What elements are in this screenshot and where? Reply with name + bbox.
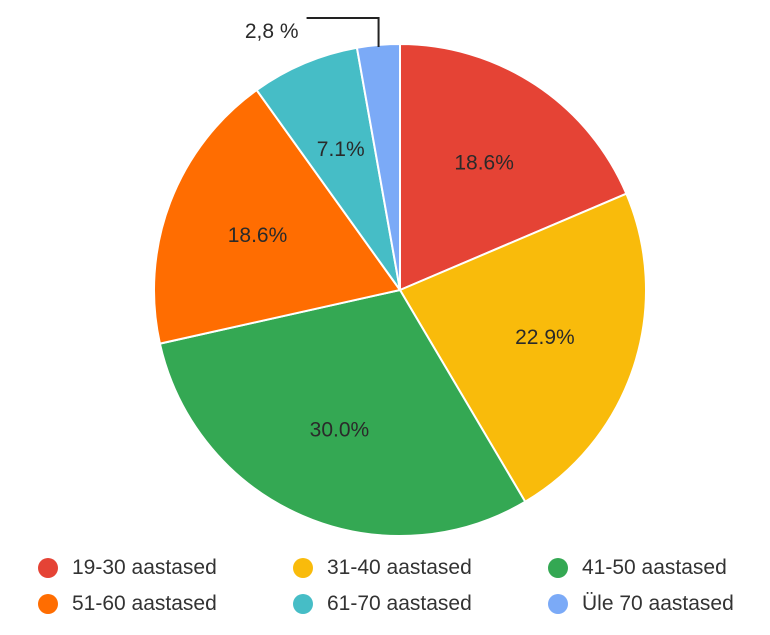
- slice-label-2: 22.9%: [515, 326, 575, 349]
- legend-item-4[interactable]: 51-60 aastased: [38, 589, 217, 619]
- legend-item-3[interactable]: 41-50 aastased: [548, 553, 727, 583]
- pie-slice-2[interactable]: [398, 192, 647, 504]
- pie-labels: 18.6% 22.9% 30.0% 18.6% 7.1% 2,8 %: [228, 17, 575, 441]
- pie-slices: [153, 42, 647, 537]
- callout-leader-line: [306, 17, 380, 47]
- pie-chart: 18.6% 22.9% 30.0% 18.6% 7.1% 2,8 %: [153, 17, 647, 537]
- legend-label: Üle 70 aastased: [582, 592, 734, 615]
- pie-slice-3[interactable]: [158, 288, 527, 537]
- legend-item-1[interactable]: 19-30 aastased: [38, 553, 217, 583]
- pie-slice-1[interactable]: [399, 42, 628, 292]
- legend-swatch-icon: [293, 558, 313, 578]
- legend-item-6[interactable]: Üle 70 aastased: [548, 589, 734, 619]
- pie-slice-4[interactable]: [153, 88, 402, 345]
- slice-label-3: 30.0%: [310, 418, 370, 441]
- slice-label-1: 18.6%: [454, 151, 514, 174]
- legend-swatch-icon: [548, 594, 568, 614]
- legend-label: 61-70 aastased: [327, 592, 472, 615]
- legend-item-5[interactable]: 61-70 aastased: [293, 589, 472, 619]
- slice-label-4: 18.6%: [228, 224, 288, 247]
- slice-label-5: 7.1%: [317, 138, 365, 161]
- legend-label: 41-50 aastased: [582, 556, 727, 579]
- pie-slice-5[interactable]: [255, 46, 401, 291]
- legend-swatch-icon: [38, 594, 58, 614]
- legend-label: 51-60 aastased: [72, 592, 217, 615]
- legend-swatch-icon: [38, 558, 58, 578]
- legend-label: 31-40 aastased: [327, 556, 472, 579]
- legend-swatch-icon: [293, 594, 313, 614]
- legend-item-2[interactable]: 31-40 aastased: [293, 553, 472, 583]
- legend-label: 19-30 aastased: [72, 556, 217, 579]
- slice-label-6: 2,8 %: [245, 20, 299, 43]
- legend-swatch-icon: [548, 558, 568, 578]
